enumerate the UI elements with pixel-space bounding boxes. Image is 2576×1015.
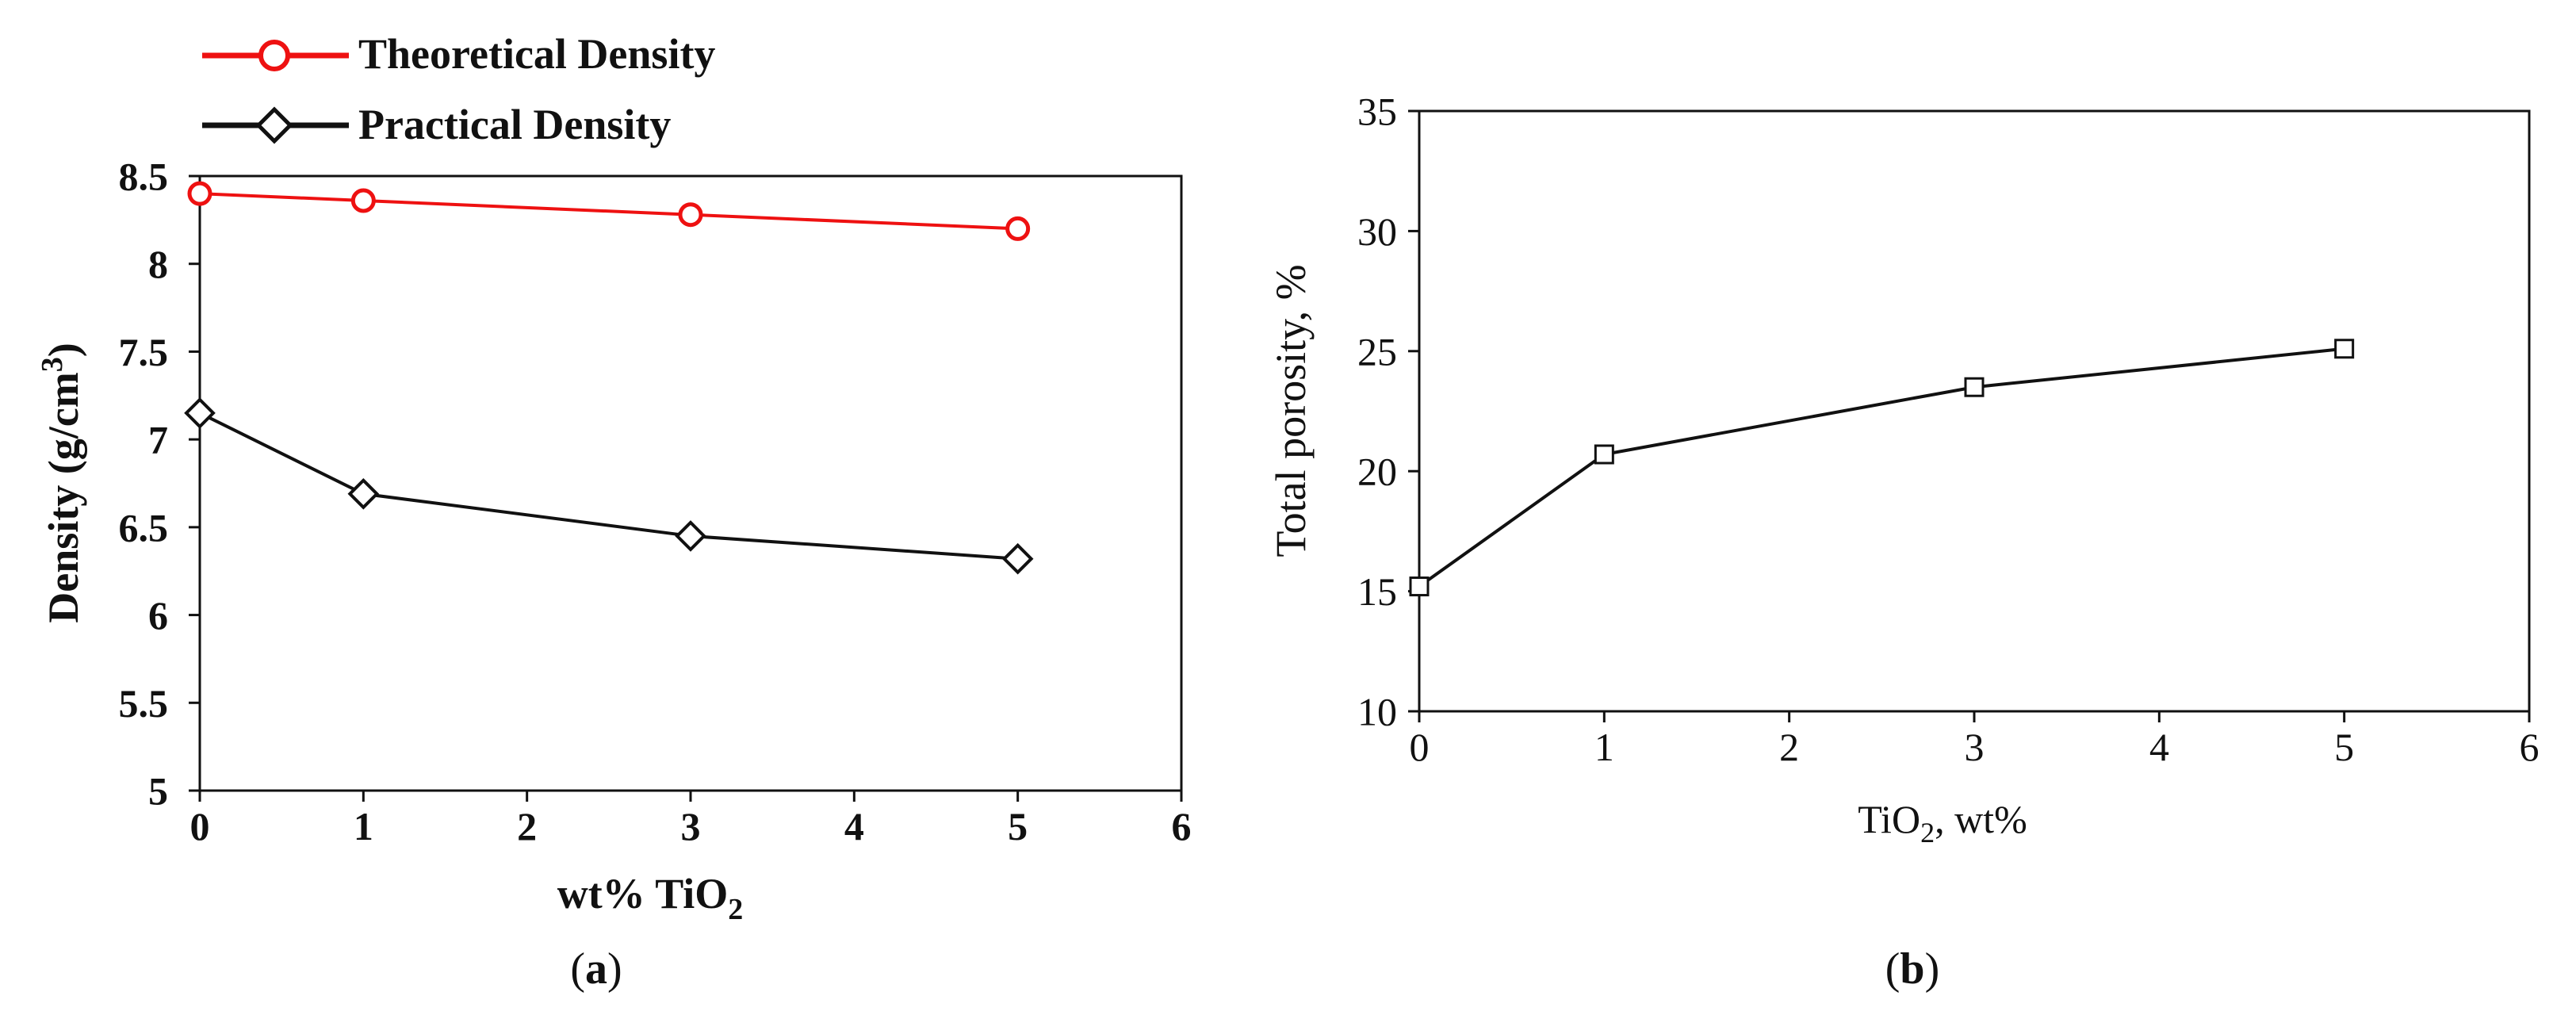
x-tick-label-b-5: 5: [2334, 725, 2354, 769]
plot-area-b: [1409, 339, 2355, 597]
x-tick-label-b-2: 2: [1779, 725, 1799, 769]
y-axis-title-b: Total porosity, %: [1267, 264, 1315, 557]
legend-label-practical: Practical Density: [358, 101, 671, 148]
y-tick-label-a-3: 6.5: [119, 505, 169, 550]
y-axis-title-a: Density (g/cm3): [36, 343, 87, 622]
data-point-b-0-0: [1409, 576, 1430, 597]
legend-marker-theoretical: [258, 40, 290, 71]
y-tick-label-a-0: 5: [148, 769, 168, 814]
x-tick-label-a-0: 0: [190, 804, 210, 848]
y-tick-label-b-5: 35: [1357, 90, 1397, 134]
x-tick-label-a-1: 1: [354, 804, 373, 848]
data-point-a-0-1: [350, 188, 376, 213]
data-point-a-1-2: [675, 520, 706, 552]
y-tick-label-a-4: 7: [148, 418, 168, 462]
data-point-a-1-3: [1001, 542, 1034, 575]
y-tick-label-a-5: 7.5: [119, 330, 169, 374]
y-tick-label-b-2: 20: [1357, 450, 1397, 494]
x-tick-label-b-4: 4: [2149, 725, 2169, 769]
y-axis-a: 5 5.5 6 6.5 7 7.5 8 8.5: [119, 155, 200, 814]
chart-b: 10 15 20 25 30 35 0 1 2 3 4 5 6 TiO2, wt% Total por…: [1267, 90, 2540, 994]
x-tick-label-a-6: 6: [1172, 804, 1192, 848]
y-tick-label-b-4: 30: [1357, 209, 1397, 254]
data-point-a-0-3: [1005, 216, 1031, 241]
y-tick-label-a-1: 5.5: [119, 681, 169, 726]
x-tick-label-a-4: 4: [844, 804, 864, 848]
y-tick-label-a-6: 8: [148, 242, 168, 286]
data-point-b-0-2: [1964, 377, 1985, 397]
x-tick-label-b-0: 0: [1410, 725, 1430, 769]
y-tick-label-a-2: 6: [148, 593, 168, 638]
legend-a: Theoretical Density Practical Density: [202, 30, 715, 148]
data-point-a-1-1: [347, 477, 380, 510]
y-tick-label-b-3: 25: [1357, 329, 1397, 373]
x-tick-label-a-5: 5: [1008, 804, 1028, 848]
series-line-a-1: [199, 412, 1018, 561]
panel-label-a: (a): [570, 944, 622, 994]
series-line-a-0: [199, 192, 1018, 231]
x-tick-label-b-3: 3: [1965, 725, 1985, 769]
plot-frame-b: [1418, 109, 2531, 713]
plot-frame-a: [198, 174, 1183, 792]
plot-area-a: [184, 181, 1034, 575]
data-point-a-1-0: [184, 397, 216, 429]
x-axis-a: 0 1 2 3 4 5 6: [190, 791, 1192, 848]
legend-marker-practical: [255, 106, 293, 144]
data-point-b-0-3: [2334, 339, 2355, 359]
x-tick-label-b-6: 6: [2520, 725, 2540, 769]
y-axis-b: 10 15 20 25 30 35: [1357, 90, 1419, 734]
chart-a: Theoretical Density Practical Density 55…: [36, 30, 1192, 994]
x-tick-label-b-1: 1: [1594, 725, 1614, 769]
y-tick-label-b-0: 10: [1357, 690, 1397, 734]
x-tick-label-a-3: 3: [681, 804, 701, 848]
panel-label-b: (b): [1885, 944, 1939, 994]
x-axis-title-b: TiO2, wt%: [1858, 797, 2027, 848]
legend-label-theoretical: Theoretical Density: [358, 30, 715, 78]
data-point-b-0-1: [1594, 444, 1614, 465]
x-axis-title-a: wt% TiO2: [557, 870, 744, 926]
y-tick-label-b-1: 15: [1357, 569, 1397, 614]
x-axis-b: 0 1 2 3 4 5 6: [1410, 711, 2540, 769]
data-point-a-0-2: [678, 202, 703, 228]
x-tick-label-a-2: 2: [517, 804, 537, 848]
y-tick-label-a-7: 8.5: [119, 155, 169, 199]
data-point-a-0-0: [187, 181, 212, 206]
series-line-b-0: [1418, 347, 2344, 588]
